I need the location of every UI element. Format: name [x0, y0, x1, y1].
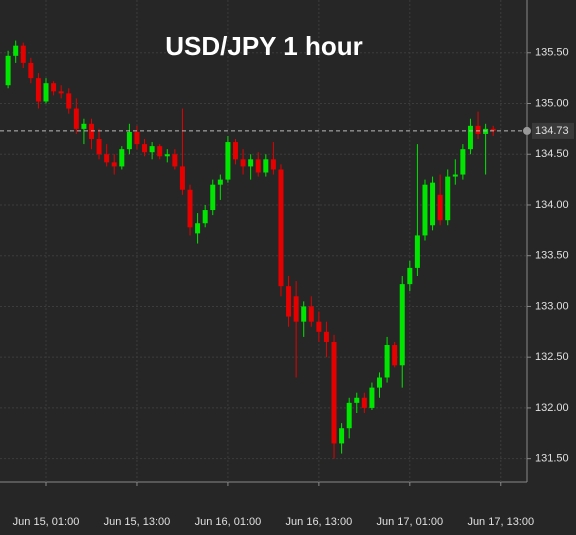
x-tick-label: Jun 17, 13:00 — [467, 516, 534, 528]
x-tick-label: Jun 17, 01:00 — [376, 516, 443, 528]
candle-body — [66, 93, 72, 109]
candle-body — [384, 345, 390, 378]
candle-body — [301, 306, 307, 322]
candle-body — [255, 159, 261, 173]
candle-body — [414, 235, 420, 268]
candle-body — [316, 321, 322, 332]
candle-body — [202, 210, 208, 224]
candle-body — [134, 131, 140, 145]
candle-body — [126, 131, 132, 150]
candle-body — [73, 108, 79, 129]
candle-body — [210, 184, 216, 211]
candle-body — [430, 182, 436, 226]
y-tick-label: 133.50 — [535, 250, 569, 262]
candle-body — [323, 331, 329, 342]
candle-body — [142, 144, 148, 153]
candle-body — [270, 159, 276, 170]
candle-body — [445, 176, 451, 221]
candle-body — [232, 142, 238, 160]
candle-body — [483, 128, 489, 134]
candle-body — [263, 159, 269, 173]
candle-body — [467, 125, 473, 150]
candle-body — [407, 267, 413, 285]
candle-body — [354, 397, 360, 403]
candle-body — [460, 149, 466, 175]
candle-body — [81, 123, 87, 129]
candle-body — [13, 45, 19, 56]
candle-body — [331, 341, 337, 444]
candle-body — [20, 45, 26, 63]
x-tick-label: Jun 15, 01:00 — [13, 516, 80, 528]
candle-body — [111, 162, 117, 167]
candle-body — [217, 179, 223, 185]
candle-body — [293, 296, 299, 322]
last-price-dot — [523, 126, 531, 135]
y-tick-label: 132.00 — [535, 402, 569, 414]
candle-body — [51, 83, 57, 92]
candle-body — [179, 166, 185, 190]
candle-body — [157, 146, 163, 157]
candle-body — [149, 146, 155, 153]
candle-body — [187, 189, 193, 228]
candle-body — [58, 91, 64, 94]
candle-body — [286, 286, 292, 317]
candle-body — [278, 169, 284, 287]
y-tick-label: 131.50 — [535, 453, 569, 465]
candle-body — [96, 139, 102, 155]
y-tick-label: 133.00 — [535, 300, 569, 312]
candle-body — [437, 194, 443, 221]
candle-body — [475, 125, 481, 134]
candle-body — [377, 377, 383, 388]
candle-body — [35, 78, 41, 102]
y-tick-label: 134.50 — [535, 148, 569, 160]
candle-body — [104, 154, 110, 163]
candle-body — [490, 128, 496, 131]
candle-body — [172, 154, 178, 167]
candle-body — [225, 142, 231, 180]
candle-body — [28, 62, 34, 79]
y-tick-label: 134.00 — [535, 199, 569, 211]
chart-title: USD/JPY 1 hour — [165, 31, 362, 61]
candle-body — [195, 223, 201, 234]
y-tick-label: 135.00 — [535, 97, 569, 109]
candle-body — [361, 397, 367, 408]
candle-body — [339, 428, 345, 444]
x-tick-label: Jun 16, 01:00 — [195, 516, 262, 528]
candle-body — [240, 159, 246, 167]
candle-body — [88, 123, 94, 140]
candle-body — [346, 402, 352, 429]
y-tick-label: 132.50 — [535, 351, 569, 363]
candle-body — [164, 154, 170, 157]
candle-body — [422, 184, 428, 236]
candle-body — [119, 149, 125, 167]
candle-body — [5, 55, 11, 86]
last-price-label: 134.73 — [535, 125, 569, 137]
candle-body — [392, 345, 398, 366]
candle-body — [452, 174, 458, 177]
x-tick-label: Jun 15, 13:00 — [104, 516, 171, 528]
y-tick-label: 135.50 — [535, 47, 569, 59]
x-tick-label: Jun 16, 13:00 — [286, 516, 353, 528]
candle-body — [248, 159, 254, 167]
last-price-box — [532, 122, 574, 139]
candle-body — [369, 387, 375, 408]
candle-body — [399, 284, 405, 366]
candle-body — [308, 306, 314, 322]
candle-body — [43, 83, 49, 102]
